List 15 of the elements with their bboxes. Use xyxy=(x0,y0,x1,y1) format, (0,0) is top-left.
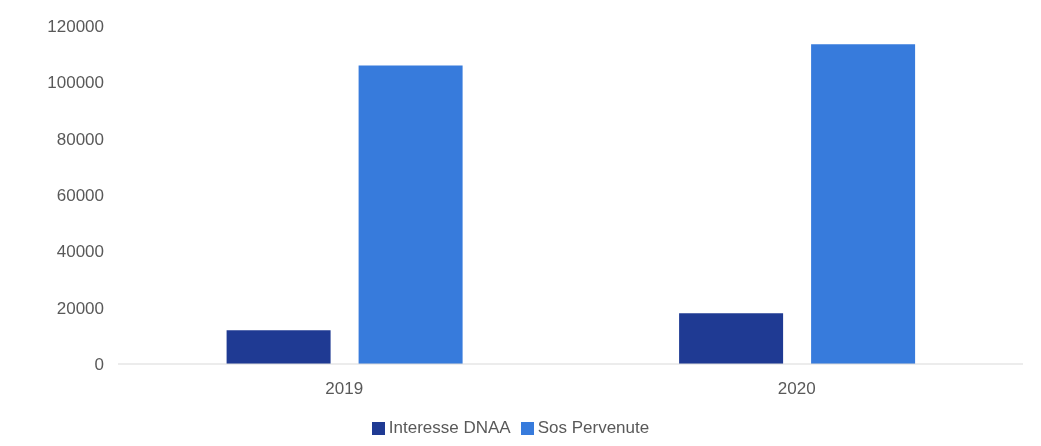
bar xyxy=(226,330,331,364)
legend-label: Interesse DNAA xyxy=(388,418,511,437)
x-tick-label: 2019 xyxy=(325,379,364,399)
bar xyxy=(358,65,463,364)
y-tick-label: 20000 xyxy=(56,298,104,318)
bar xyxy=(811,44,916,364)
legend-label: Sos Pervenute xyxy=(537,418,650,437)
y-tick-label: 100000 xyxy=(47,73,104,93)
y-tick-label: 0 xyxy=(94,355,104,375)
x-tick-label: 2020 xyxy=(777,379,816,399)
y-tick-label: 120000 xyxy=(47,17,104,37)
y-tick-label: 60000 xyxy=(56,186,104,206)
y-tick-label: 80000 xyxy=(56,129,104,149)
y-tick-label: 40000 xyxy=(56,242,104,262)
bar xyxy=(679,313,784,364)
